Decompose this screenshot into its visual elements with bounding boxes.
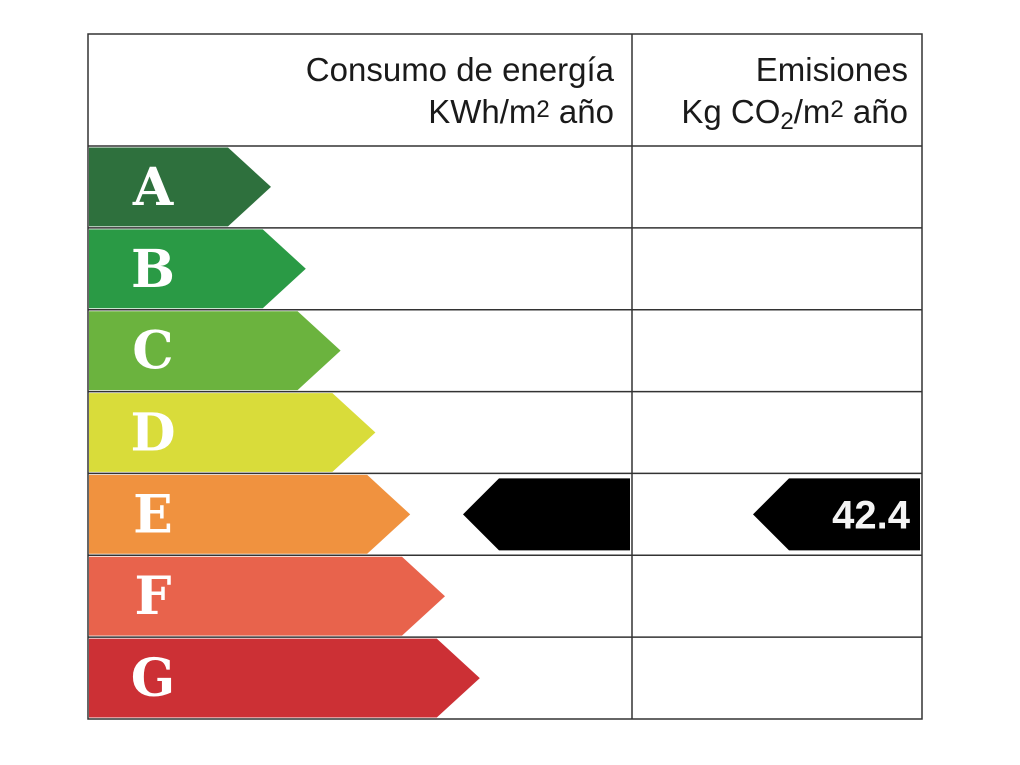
rating-letter-d: D [130, 403, 175, 464]
energy-unit-suffix: año [549, 93, 614, 130]
emissions-indicator-arrow [753, 478, 920, 551]
rating-bar-g [89, 638, 480, 718]
energy-indicator-arrow [463, 478, 630, 551]
energy-consumption-header: Consumo de energía KWh/m2 año [100, 50, 614, 132]
rating-bar-e [89, 474, 411, 554]
emissions-title: Emisiones [755, 51, 908, 88]
rating-bar-a [89, 147, 271, 227]
rating-letter-b: B [131, 239, 175, 300]
table-border [87, 33, 923, 720]
energy-unit: KWh/m2 año [100, 90, 614, 132]
energy-title: Consumo de energía [305, 51, 614, 88]
emissions-indicator-value: 42.4 [832, 493, 911, 537]
emissions-unit-sub: 2 [780, 108, 794, 135]
emissions-unit-suffix: año [843, 93, 908, 130]
emissions-unit-mid: /m [793, 93, 831, 130]
rating-bar-d [89, 393, 376, 472]
energy-unit-sup: 2 [536, 96, 550, 123]
rating-letter-c: C [132, 321, 173, 382]
energy-unit-text: KWh/m [428, 93, 537, 130]
rating-bar-c [89, 311, 341, 391]
rating-letter-f: F [135, 566, 172, 627]
rating-bar-f [89, 556, 445, 636]
emissions-header: Emisiones Kg CO2/m2 año [640, 50, 908, 142]
rating-letter-a: A [132, 157, 174, 218]
emissions-unit-text: Kg CO [681, 93, 781, 130]
rating-letter-e: E [133, 484, 173, 545]
rating-letter-g: G [131, 648, 175, 709]
emissions-unit-sup: 2 [830, 96, 844, 123]
emissions-unit: Kg CO2/m2 año [640, 90, 908, 142]
rating-bar-b [89, 229, 306, 309]
